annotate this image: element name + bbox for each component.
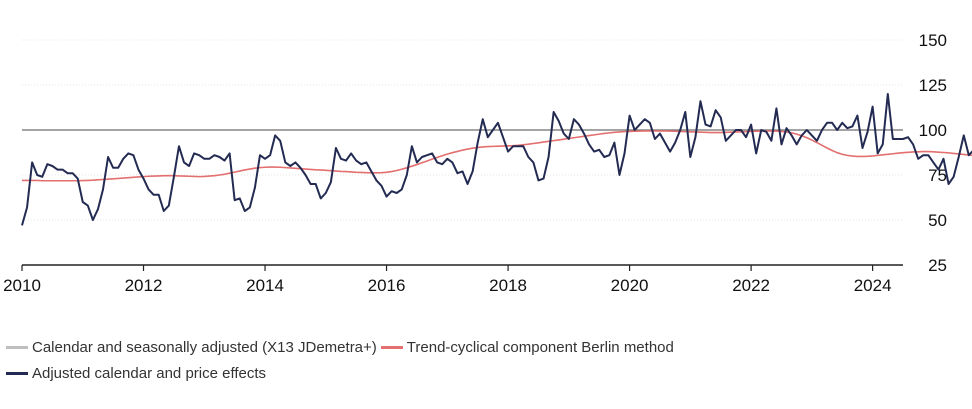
legend-item-seasonally-adjusted: Calendar and seasonally adjusted (X13 JD… xyxy=(6,339,377,356)
y-tick-label-100: 100 xyxy=(919,121,947,140)
x-tick-label-2018: 2018 xyxy=(489,276,527,295)
y-tick-label-25: 25 xyxy=(928,256,947,275)
y-tick-label-50: 50 xyxy=(928,211,947,230)
y-tick-label-125: 125 xyxy=(919,76,947,95)
legend-swatch-seasonally-adjusted xyxy=(6,345,28,349)
legend-label-seasonally-adjusted: Calendar and seasonally adjusted (X13 JD… xyxy=(32,338,377,356)
line-chart: 150 125 100 75 50 25 2010 2012 2014 2016 2018 2020 2… xyxy=(3,31,972,295)
legend: Calendar and seasonally adjusted (X13 JD… xyxy=(6,334,678,386)
x-tick-label-2024: 2024 xyxy=(854,276,892,295)
x-tick-label-2016: 2016 xyxy=(368,276,406,295)
x-tick-label-2012: 2012 xyxy=(125,276,163,295)
legend-item-adjusted-price: Adjusted calendar and price effects xyxy=(6,365,266,382)
legend-label-adjusted-price: Adjusted calendar and price effects xyxy=(32,364,267,382)
y-tick-label-75: 75 xyxy=(928,166,947,185)
y-tick-label-150: 150 xyxy=(919,31,947,50)
series-line-trend-cyclical xyxy=(22,130,972,182)
legend-label-trend-cyclical: Trend-cyclical component Berlin method xyxy=(406,338,674,356)
legend-row-1: Calendar and seasonally adjusted (X13 JD… xyxy=(6,334,678,360)
legend-swatch-trend-cyclical xyxy=(380,345,403,349)
x-tick-label-2020: 2020 xyxy=(611,276,649,295)
series-line-adjusted-price xyxy=(21,93,972,226)
legend-item-trend-cyclical: Trend-cyclical component Berlin method xyxy=(380,338,674,356)
legend-row-2: Adjusted calendar and price effects xyxy=(6,360,678,386)
x-tick-label-2022: 2022 xyxy=(732,276,770,295)
x-tick-label-2010: 2010 xyxy=(3,276,41,295)
legend-swatch-adjusted-price xyxy=(6,371,28,375)
x-tick-label-2014: 2014 xyxy=(246,276,284,295)
